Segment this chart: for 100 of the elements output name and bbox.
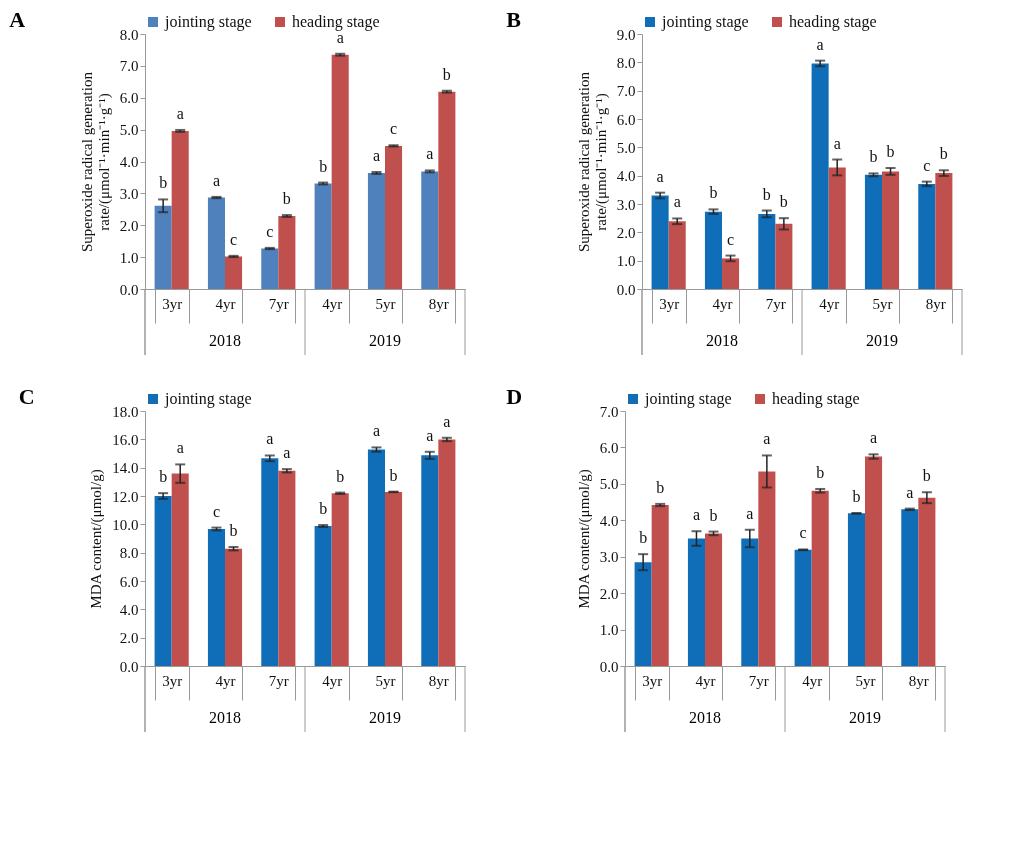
- bar: [758, 471, 776, 666]
- data-label: b: [869, 148, 878, 166]
- y-tick-label: 2.0: [119, 630, 139, 647]
- y-tick-label: 0.0: [119, 281, 139, 298]
- x-tick-label: 5yr: [872, 295, 893, 312]
- data-label: a: [673, 193, 681, 211]
- text: 2019: [849, 709, 881, 726]
- data-label: b: [852, 488, 861, 505]
- bar: [171, 130, 189, 289]
- data-label: b: [939, 145, 948, 163]
- y-axis-title: MDA content/(μmol/g): [88, 469, 106, 609]
- y-tick-label: 6.0: [119, 573, 139, 590]
- chart-title: C: [18, 384, 35, 409]
- data-label: a: [833, 134, 841, 152]
- bar: [225, 548, 243, 666]
- y-tick-label: 2.0: [119, 217, 139, 234]
- data-label: c: [726, 230, 735, 248]
- x-tick-label: 5yr: [855, 672, 876, 689]
- bar: [651, 504, 669, 666]
- data-label: b: [319, 500, 328, 518]
- y-tick-label: 1.0: [119, 249, 139, 266]
- chart-title: B: [506, 7, 522, 32]
- x-tick-label: 7yr: [268, 295, 289, 312]
- bar: [278, 216, 296, 289]
- bar: [421, 171, 439, 289]
- x-tick-label: 8yr: [908, 672, 929, 689]
- data-label: a: [816, 35, 824, 53]
- x-tick-label: 5yr: [375, 295, 396, 312]
- y-tick-label: 12.0: [112, 488, 139, 505]
- y-tick-label: 6.0: [119, 90, 139, 107]
- data-label: a: [746, 504, 754, 522]
- data-label: b: [709, 506, 718, 524]
- data-label: a: [372, 422, 381, 440]
- y-tick-label: 6.0: [599, 439, 619, 456]
- legend-label: jointing stage: [661, 13, 749, 31]
- bar: [828, 167, 846, 289]
- x-tick-label: 3yr: [162, 295, 183, 312]
- y-tick-label: 3.0: [119, 185, 139, 202]
- x-tick-label: 7yr: [765, 295, 786, 312]
- data-label: b: [282, 190, 291, 208]
- x-tick-label: 7yr: [268, 672, 289, 689]
- data-label: c: [229, 230, 238, 248]
- data-label: b: [922, 467, 931, 485]
- bar: [367, 172, 385, 289]
- legend-label: jointing stage: [644, 390, 732, 408]
- bar: [864, 174, 882, 289]
- y-tick-label: 14.0: [112, 460, 139, 477]
- data-label: b: [816, 463, 825, 481]
- y-tick-label: 0.0: [119, 658, 139, 675]
- y-tick-label: 4.0: [599, 512, 619, 529]
- data-label: a: [906, 483, 914, 501]
- data-label: b: [762, 185, 771, 203]
- data-label: a: [443, 412, 451, 430]
- data-label: b: [389, 466, 398, 484]
- x-tick-label: 4yr: [819, 295, 840, 312]
- x-tick-label: 4yr: [215, 295, 236, 312]
- data-label: c: [923, 156, 931, 174]
- data-label: a: [656, 167, 664, 185]
- text: 2018: [209, 709, 241, 726]
- data-label: b: [886, 143, 895, 161]
- y-tick-label: 4.0: [119, 601, 139, 618]
- y-tick-label: 1.0: [599, 622, 619, 639]
- data-label: a: [426, 145, 434, 163]
- bar: [154, 205, 172, 289]
- data-label: a: [869, 429, 878, 447]
- bar: [794, 549, 812, 666]
- bar: [207, 529, 225, 666]
- y-tick-label: 5.0: [119, 122, 139, 139]
- y-tick-label: 4.0: [119, 154, 139, 170]
- data-label: c: [212, 502, 221, 520]
- text: 2019: [369, 332, 401, 349]
- data-label: a: [426, 426, 434, 444]
- legend-label: jointing stage: [164, 390, 252, 408]
- data-label: c: [389, 120, 398, 138]
- y-tick-label: 5.0: [599, 476, 619, 493]
- legend-label: heading stage: [789, 13, 877, 31]
- bar: [278, 470, 296, 666]
- y-tick-label: 5.0: [616, 139, 636, 156]
- data-label: b: [442, 65, 451, 83]
- legend-label: jointing stage: [164, 13, 252, 31]
- data-label: a: [176, 439, 184, 457]
- chart-title: A: [9, 7, 26, 32]
- bar: [314, 526, 332, 666]
- data-label: b: [639, 529, 648, 547]
- bar: [918, 497, 936, 666]
- data-label: a: [692, 506, 701, 524]
- y-tick-label: 18.0: [112, 403, 139, 420]
- data-label: b: [709, 184, 718, 202]
- data-label: a: [176, 104, 184, 122]
- data-label: b: [319, 157, 328, 175]
- y-tick-label: 4.0: [616, 168, 636, 185]
- y-axis-title: Superoxide radical generation rate/(μmol⁻¹·min⁻¹·g⁻¹): [575, 71, 610, 252]
- data-label: a: [266, 430, 274, 448]
- y-axis-title: MDA content/(μmol/g): [575, 469, 593, 609]
- data-label: a: [283, 444, 291, 462]
- x-tick-label: 3yr: [162, 672, 183, 689]
- x-tick-label: 4yr: [695, 672, 716, 689]
- bar: [385, 145, 403, 289]
- data-label: b: [656, 478, 665, 496]
- bar: [901, 509, 919, 666]
